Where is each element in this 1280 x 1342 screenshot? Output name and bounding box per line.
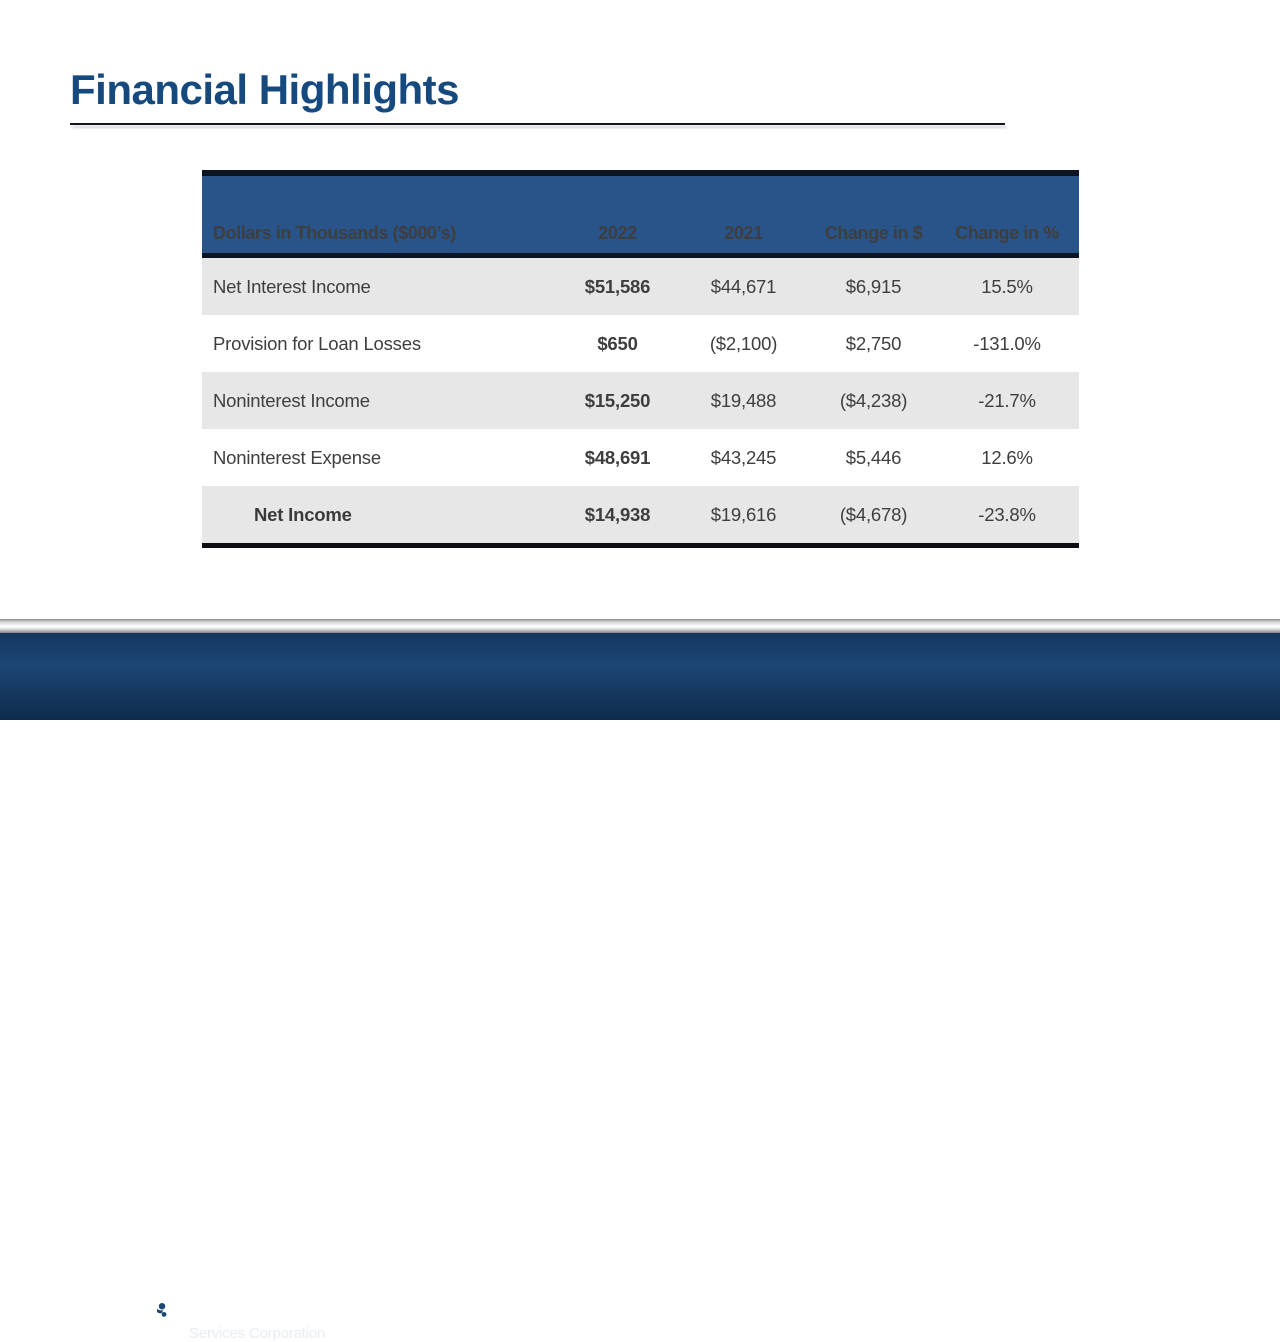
cell-2021: $19,488: [710, 389, 777, 411]
row-label: Net Income: [254, 503, 352, 525]
table-row: Noninterest Expense $48,691 $43,245 $5,4…: [202, 429, 1079, 486]
header-cell-change-dollar: Change in $: [824, 223, 923, 243]
cell-change-pct: 12.6%: [981, 446, 1033, 468]
source-note: Source: Franklin Financial Services Corp…: [640, 1294, 1027, 1305]
table-header-row: Dollars in Thousands ($000’s) 2022 2021 …: [202, 170, 1079, 258]
cell-change-usd: $6,915: [845, 275, 902, 297]
cell-change-usd: $2,750: [845, 332, 902, 354]
fm-trust-sub: TRUST: [57, 1316, 123, 1338]
page-title: Financial Highlights: [70, 66, 460, 113]
cell-change-pct: -131.0%: [973, 332, 1041, 354]
cell-2021: $19,616: [710, 503, 777, 525]
table-body: Net Interest Income $51,586 $44,671 $6,9…: [202, 258, 1079, 543]
presentation-slide: Financial Highlights Dollars in Thousand…: [0, 66, 1280, 1342]
cell-2021: $44,671: [710, 275, 777, 297]
header-cell-change-pct: Change in %: [955, 223, 1059, 243]
table-row: Noninterest Income $15,250 $19,488 ($4,2…: [202, 372, 1079, 429]
row-label: Noninterest Expense: [213, 446, 381, 468]
header-cell-metric: Dollars in Thousands ($000’s): [213, 223, 456, 243]
footer: F&M TRUST Franklin Financial Services Co…: [0, 633, 1280, 1342]
franklin-name: Franklin Financial: [189, 1302, 330, 1323]
cell-change-usd: $5,446: [845, 446, 902, 468]
table-row: Net Interest Income $51,586 $44,671 $6,9…: [202, 258, 1079, 315]
footer-divider-bar: [0, 619, 1280, 633]
cell-2022: $14,938: [584, 503, 651, 525]
franklin-financial-logo: Franklin Financial Services Corporation: [135, 1285, 330, 1342]
fm-trust-wordmark: F&M: [33, 1271, 110, 1323]
row-label: Net Interest Income: [213, 275, 371, 297]
header-cell-2022: 2022: [598, 223, 637, 243]
cell-2022: $48,691: [584, 446, 651, 468]
cell-change-pct: -21.7%: [978, 389, 1036, 411]
franklin-wordmark: Franklin Financial Services Corporation: [189, 1302, 330, 1342]
fm-trust-logo: F&M TRUST: [33, 1271, 123, 1338]
cell-2022: $15,250: [584, 389, 651, 411]
cell-2022: $51,586: [584, 275, 651, 297]
cell-2021: $43,245: [710, 446, 777, 468]
row-label: Provision for Loan Losses: [213, 332, 421, 354]
cell-change-pct: 15.5%: [981, 275, 1033, 297]
financial-highlights-table: Dollars in Thousands ($000’s) 2022 2021 …: [202, 170, 1079, 548]
franklin-sub: Services Corporation: [189, 1325, 326, 1342]
cell-2022: $650: [597, 332, 638, 354]
cell-change-usd: ($4,238): [839, 389, 908, 411]
cell-2021: ($2,100): [709, 332, 778, 354]
cell-change-pct: -23.8%: [978, 503, 1036, 525]
title-underline: [70, 123, 1005, 125]
table-row-net-income: Net Income $14,938 $19,616 ($4,678) -23.…: [202, 486, 1079, 543]
table-row: Provision for Loan Losses $650 ($2,100) …: [202, 315, 1079, 372]
row-label: Noninterest Income: [213, 389, 370, 411]
ben-franklin-portrait-icon: [135, 1285, 181, 1341]
header-cell-2021: 2021: [724, 223, 763, 243]
cell-change-usd: ($4,678): [839, 503, 908, 525]
